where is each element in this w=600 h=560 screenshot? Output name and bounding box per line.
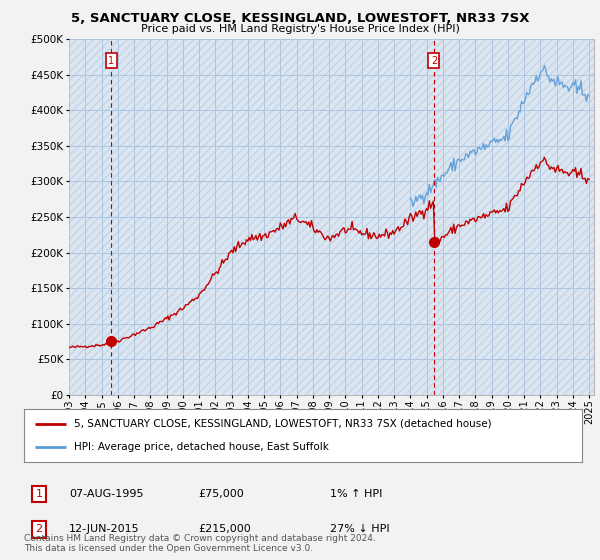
Text: 1: 1 [35, 489, 43, 499]
Text: 5, SANCTUARY CLOSE, KESSINGLAND, LOWESTOFT, NR33 7SX: 5, SANCTUARY CLOSE, KESSINGLAND, LOWESTO… [71, 12, 529, 25]
Text: HPI: Average price, detached house, East Suffolk: HPI: Average price, detached house, East… [74, 442, 329, 452]
Text: 5, SANCTUARY CLOSE, KESSINGLAND, LOWESTOFT, NR33 7SX (detached house): 5, SANCTUARY CLOSE, KESSINGLAND, LOWESTO… [74, 419, 492, 429]
Text: Price paid vs. HM Land Registry's House Price Index (HPI): Price paid vs. HM Land Registry's House … [140, 24, 460, 34]
Text: 1: 1 [108, 55, 115, 66]
Text: 1% ↑ HPI: 1% ↑ HPI [330, 489, 382, 499]
Text: 12-JUN-2015: 12-JUN-2015 [69, 524, 140, 534]
Text: Contains HM Land Registry data © Crown copyright and database right 2024.
This d: Contains HM Land Registry data © Crown c… [24, 534, 376, 553]
Text: 2: 2 [431, 55, 437, 66]
Text: 27% ↓ HPI: 27% ↓ HPI [330, 524, 389, 534]
Text: £215,000: £215,000 [198, 524, 251, 534]
Text: £75,000: £75,000 [198, 489, 244, 499]
Text: 07-AUG-1995: 07-AUG-1995 [69, 489, 143, 499]
Text: 2: 2 [35, 524, 43, 534]
